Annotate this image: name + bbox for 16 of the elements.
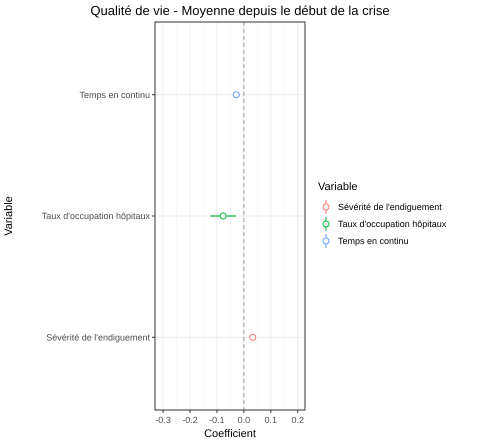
y-axis-title: Variable [3, 196, 15, 236]
legend-label: Temps en continu [338, 236, 409, 246]
legend-label: Taux d'occupation hôpitaux [338, 219, 447, 229]
x-tick-label: 0.2 [291, 415, 304, 425]
chart-title: Qualité de vie - Moyenne depuis le début de la crise [90, 3, 390, 18]
x-tick-label: 0.0 [238, 415, 250, 425]
legend-label: Sévérité de l'endiguement [338, 202, 442, 212]
x-tick-label: 0.1 [264, 415, 278, 425]
legend-title: Variable [318, 181, 358, 193]
x-axis-title: Coefficient [204, 428, 256, 440]
x-tick-label: -0.1 [209, 415, 225, 425]
x-tick-label: -0.3 [155, 415, 171, 425]
y-tick-label: Temps en continu [79, 90, 150, 100]
y-tick-label: Sévérité de l'endiguement [46, 332, 150, 342]
y-tick-label: Taux d'occupation hôpitaux [42, 211, 150, 221]
x-tick-label: -0.2 [182, 415, 198, 425]
